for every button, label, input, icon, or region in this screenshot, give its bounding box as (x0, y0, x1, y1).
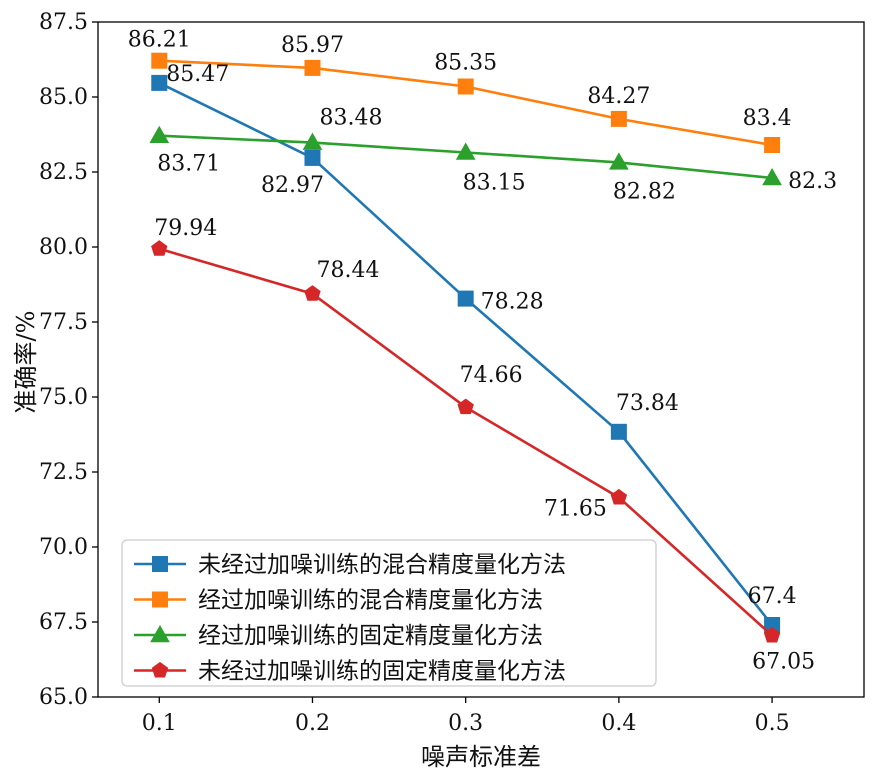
x-tick-label: 0.4 (601, 711, 636, 736)
data-label-trained-fixed: 82.3 (788, 169, 837, 194)
y-tick-label: 72.5 (39, 460, 88, 485)
legend-label-untrained-mixed: 未经过加噪训练的混合精度量化方法 (198, 552, 566, 578)
data-point-trained-fixed (302, 132, 323, 150)
series-trained-mixed (151, 52, 781, 153)
legend-label-untrained-fixed: 未经过加噪训练的固定精度量化方法 (198, 659, 566, 685)
data-point-trained-fixed (149, 125, 170, 143)
y-tick-label: 87.5 (39, 10, 88, 35)
data-label-untrained-mixed: 78.28 (481, 290, 544, 315)
legend-marker-untrained-mixed (152, 556, 168, 572)
data-point-untrained-fixed (763, 626, 781, 643)
data-point-untrained-mixed (151, 74, 168, 91)
data-label-trained-fixed: 83.48 (319, 106, 382, 131)
data-label-untrained-mixed: 82.97 (261, 173, 324, 198)
y-tick-label: 75.0 (39, 385, 88, 410)
x-tick-label: 0.1 (142, 711, 177, 736)
data-point-trained-mixed (151, 52, 168, 69)
data-point-untrained-mixed (457, 290, 474, 307)
data-label-untrained-fixed: 67.05 (752, 650, 815, 675)
data-label-untrained-fixed: 79.94 (154, 216, 217, 241)
data-label-trained-mixed: 85.35 (434, 51, 497, 76)
y-axis-label: 准确率/% (12, 311, 40, 414)
data-label-trained-fixed: 82.82 (613, 179, 676, 204)
x-axis-label: 噪声标准差 (421, 743, 541, 771)
data-label-untrained-fixed: 74.66 (460, 363, 523, 388)
data-point-trained-mixed (457, 78, 474, 95)
series-untrained-mixed (151, 74, 781, 633)
data-point-trained-fixed (609, 152, 629, 170)
legend-box (121, 539, 657, 687)
legend-marker-trained-mixed (152, 591, 168, 608)
y-tick-label: 70.0 (39, 535, 88, 560)
data-point-untrained-mixed (610, 423, 627, 440)
data-label-untrained-fixed: 78.44 (316, 258, 379, 283)
data-label-untrained-fixed: 71.65 (544, 497, 607, 522)
legend-label-trained-mixed: 经过加噪训练的混合精度量化方法 (198, 588, 543, 614)
data-label-trained-mixed: 84.27 (587, 84, 650, 109)
data-point-untrained-mixed (304, 149, 321, 166)
data-label-trained-mixed: 83.4 (743, 106, 792, 131)
data-point-trained-fixed (762, 167, 782, 186)
y-tick-label: 85.0 (39, 85, 88, 110)
data-point-trained-mixed (610, 110, 627, 127)
legend-marker-untrained-fixed (151, 661, 169, 678)
data-point-untrained-fixed (151, 240, 168, 256)
legend: 未经过加噪训练的混合精度量化方法经过加噪训练的混合精度量化方法经过加噪训练的固定… (121, 539, 657, 687)
data-point-trained-mixed (304, 59, 321, 76)
axis-ticks: 65.0 67.5 70.0 72.5 75.0 77.5 80.0 82.5 85.0 87.5… (39, 10, 790, 736)
y-tick-label: 82.5 (39, 160, 88, 185)
data-label-untrained-mixed: 85.47 (166, 62, 229, 87)
x-tick-label: 0.3 (448, 711, 483, 736)
data-label-trained-mixed: 86.21 (128, 28, 191, 53)
y-tick-label: 77.5 (39, 310, 88, 335)
y-tick-label: 80.0 (39, 235, 88, 260)
data-label-untrained-mixed: 67.4 (748, 584, 797, 609)
data-label-untrained-mixed: 73.84 (616, 391, 679, 416)
data-point-untrained-fixed (304, 285, 321, 301)
data-label-trained-fixed: 83.71 (157, 152, 220, 177)
data-label-trained-fixed: 83.15 (463, 171, 526, 196)
data-point-untrained-fixed (610, 488, 628, 505)
data-label-trained-mixed: 85.97 (281, 33, 344, 58)
series-layer (149, 52, 782, 643)
y-tick-label: 67.5 (39, 610, 88, 635)
x-tick-label: 0.5 (755, 711, 790, 736)
series-untrained-fixed (151, 240, 781, 643)
legend-label-trained-fixed: 经过加噪训练的固定精度量化方法 (198, 623, 543, 649)
data-point-trained-fixed (455, 142, 476, 160)
legend-marker-trained-fixed (150, 624, 170, 643)
series-trained-fixed (149, 125, 782, 186)
data-point-untrained-fixed (457, 398, 474, 415)
data-labels: 85.47 82.97 78.28 73.84 67.4 86.21 85.97 85.35 8… (128, 28, 837, 675)
data-point-trained-mixed (764, 137, 781, 153)
x-tick-label: 0.2 (295, 711, 330, 736)
y-tick-label: 65.0 (39, 685, 88, 710)
